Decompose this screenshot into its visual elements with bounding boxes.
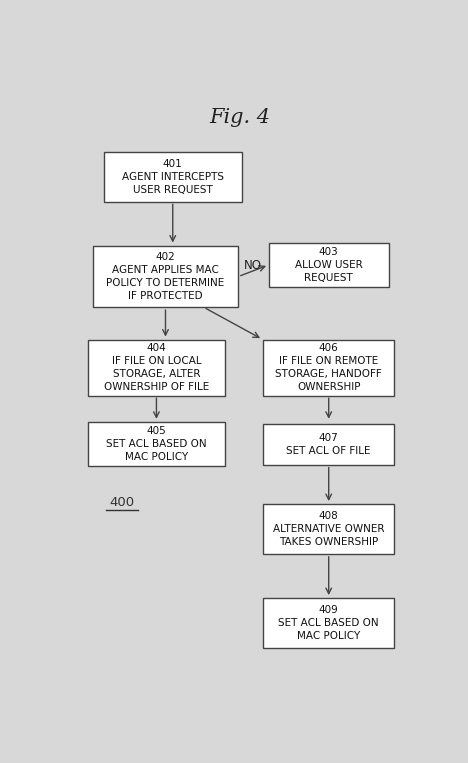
- Text: STORAGE, ALTER: STORAGE, ALTER: [113, 369, 200, 379]
- FancyBboxPatch shape: [88, 340, 226, 395]
- FancyBboxPatch shape: [263, 340, 394, 395]
- Text: 408: 408: [319, 511, 338, 521]
- Text: 409: 409: [319, 605, 338, 615]
- Text: 403: 403: [319, 247, 338, 257]
- Text: STORAGE, HANDOFF: STORAGE, HANDOFF: [275, 369, 382, 379]
- Text: 401: 401: [163, 159, 183, 169]
- Text: 402: 402: [156, 253, 176, 262]
- Text: ALTERNATIVE OWNER: ALTERNATIVE OWNER: [273, 524, 384, 534]
- FancyBboxPatch shape: [93, 246, 238, 307]
- Text: AGENT INTERCEPTS: AGENT INTERCEPTS: [122, 172, 224, 182]
- FancyBboxPatch shape: [269, 243, 388, 287]
- Text: SET ACL BASED ON: SET ACL BASED ON: [278, 618, 379, 628]
- Text: SET ACL BASED ON: SET ACL BASED ON: [106, 439, 207, 449]
- Text: 405: 405: [146, 427, 166, 436]
- Text: MAC POLICY: MAC POLICY: [125, 452, 188, 462]
- Text: POLICY TO DETERMINE: POLICY TO DETERMINE: [106, 278, 225, 288]
- FancyBboxPatch shape: [263, 598, 394, 649]
- Text: 400: 400: [110, 496, 134, 510]
- Text: IF FILE ON REMOTE: IF FILE ON REMOTE: [279, 356, 378, 366]
- FancyBboxPatch shape: [263, 423, 394, 465]
- Text: OWNERSHIP: OWNERSHIP: [297, 382, 360, 392]
- Text: IF PROTECTED: IF PROTECTED: [128, 291, 203, 301]
- Text: TAKES OWNERSHIP: TAKES OWNERSHIP: [279, 537, 378, 547]
- Text: 404: 404: [146, 343, 166, 353]
- Text: USER REQUEST: USER REQUEST: [133, 185, 212, 195]
- Text: MAC POLICY: MAC POLICY: [297, 631, 360, 641]
- FancyBboxPatch shape: [88, 422, 226, 466]
- Text: 406: 406: [319, 343, 338, 353]
- FancyBboxPatch shape: [263, 504, 394, 554]
- Text: NO: NO: [243, 259, 262, 272]
- Text: SET ACL OF FILE: SET ACL OF FILE: [286, 446, 371, 456]
- Text: IF FILE ON LOCAL: IF FILE ON LOCAL: [111, 356, 201, 366]
- Text: 407: 407: [319, 433, 338, 443]
- Text: Fig. 4: Fig. 4: [209, 108, 271, 127]
- Text: ALLOW USER: ALLOW USER: [295, 260, 363, 270]
- Text: REQUEST: REQUEST: [304, 273, 353, 283]
- Text: OWNERSHIP OF FILE: OWNERSHIP OF FILE: [104, 382, 209, 392]
- FancyBboxPatch shape: [104, 152, 241, 201]
- Text: AGENT APPLIES MAC: AGENT APPLIES MAC: [112, 266, 219, 275]
